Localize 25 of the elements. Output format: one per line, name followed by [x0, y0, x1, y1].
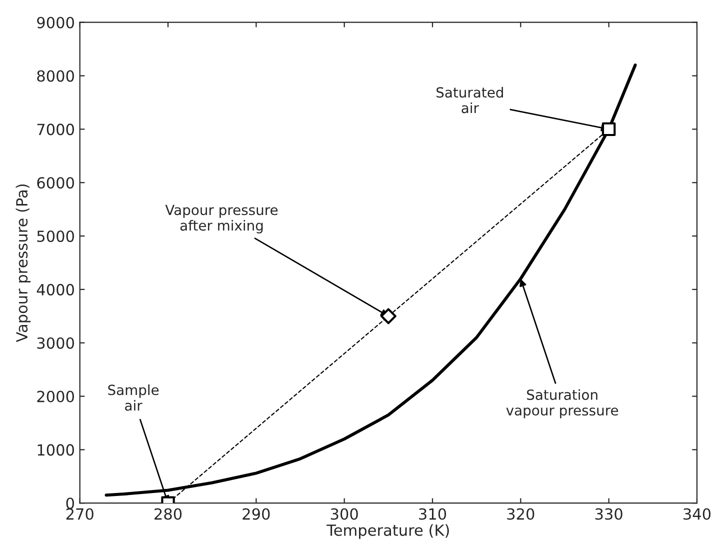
x-tick-label: 320 — [507, 508, 534, 520]
y-tick-label: 0 — [66, 498, 74, 510]
y-tick-label: 1000 — [38, 444, 74, 456]
y-tick-label: 6000 — [37, 177, 74, 189]
annotation: Sample air — [108, 384, 159, 411]
x-tick-label: 300 — [330, 508, 358, 520]
x-tick-label: 340 — [684, 508, 711, 520]
annotation: Vapour pressure after mixing — [165, 204, 278, 234]
line-series — [104, 64, 637, 497]
x-tick-label: 330 — [595, 508, 622, 520]
y-axis-title: Vapour pressure (Pa) — [16, 184, 31, 342]
annotation: Saturation vapour pressure — [506, 389, 618, 418]
x-tick-label: 290 — [242, 508, 270, 520]
x-axis-title: Temperature (K) — [326, 524, 449, 539]
y-tick-label: 5000 — [37, 230, 74, 242]
y-tick-label: 7000 — [37, 124, 74, 136]
x-tick-label: 310 — [419, 508, 446, 520]
y-tick-label: 9000 — [37, 16, 74, 28]
y-tick-label: 8000 — [37, 70, 74, 82]
x-tick-label: 280 — [154, 508, 182, 520]
annotation: Saturated air — [436, 86, 503, 114]
y-tick-label: 2000 — [37, 390, 74, 402]
y-tick-label: 4000 — [36, 284, 74, 296]
y-tick-label: 3000 — [37, 337, 74, 349]
x-tick-label: 270 — [66, 508, 94, 520]
